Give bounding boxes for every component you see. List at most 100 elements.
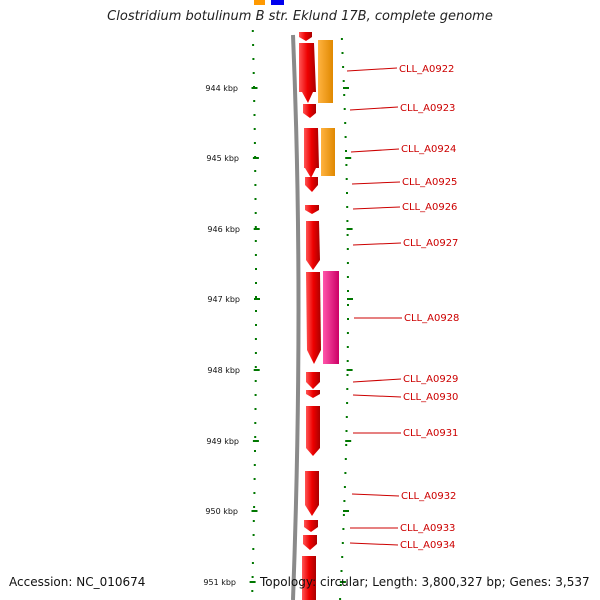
leader-line — [346, 67, 398, 72]
gene-label[interactable]: CLL_A0933 — [400, 523, 455, 534]
gene-leader-lines — [346, 67, 402, 546]
kbp-labels: 944 kbp 945 kbp 946 kbp 947 kbp 948 kbp … — [203, 84, 240, 587]
minor-tick — [343, 94, 346, 96]
cds-arrow — [304, 520, 318, 532]
minor-tick — [253, 492, 256, 494]
cds-arrow — [299, 32, 312, 41]
minor-tick — [254, 436, 257, 438]
genome-backbone — [291, 34, 301, 600]
leader-line — [350, 148, 400, 153]
blue-feature — [271, 0, 284, 5]
major-tick — [346, 228, 353, 230]
leader-line — [349, 106, 399, 111]
minor-tick — [254, 422, 257, 424]
cds-arrow — [306, 272, 321, 364]
major-tick — [254, 298, 260, 300]
minor-tick — [252, 44, 255, 46]
minor-tick — [342, 66, 345, 68]
gene-label[interactable]: CLL_A0931 — [403, 428, 458, 439]
gene-label[interactable]: CLL_A0928 — [404, 313, 459, 324]
major-tick — [251, 87, 258, 89]
magenta-feature — [323, 271, 339, 364]
minor-tick — [347, 318, 349, 320]
minor-tick — [344, 472, 347, 474]
minor-tick — [254, 408, 257, 410]
minor-tick — [346, 276, 349, 278]
gene-label[interactable]: CLL_A0927 — [403, 238, 458, 249]
minor-tick — [251, 562, 254, 564]
gene-label[interactable]: CLL_A0922 — [399, 64, 454, 75]
major-tick — [343, 510, 349, 512]
major-tick — [347, 298, 353, 300]
minor-tick — [253, 506, 256, 508]
minor-tick — [342, 528, 345, 530]
cds-arrow — [305, 471, 319, 516]
minor-tick — [251, 30, 254, 32]
gene-label[interactable]: CLL_A0934 — [400, 540, 455, 551]
minor-tick — [252, 72, 255, 74]
major-tick — [251, 510, 258, 512]
minor-tick — [341, 52, 344, 54]
minor-tick — [254, 254, 257, 256]
cds-arrow — [303, 535, 317, 550]
gene-label[interactable]: CLL_A0924 — [401, 144, 456, 155]
minor-tick — [254, 198, 257, 200]
leader-line — [352, 206, 401, 210]
minor-tick — [254, 366, 257, 368]
gene-labels: CLL_A0922 CLL_A0923 CLL_A0924 CLL_A0925 … — [399, 64, 459, 551]
minor-tick — [346, 206, 349, 208]
minor-tick — [254, 170, 257, 172]
minor-tick — [251, 576, 254, 578]
kbp-label: 945 kbp — [206, 154, 239, 163]
minor-tick — [340, 570, 343, 572]
minor-tick — [254, 226, 257, 228]
leader-line — [349, 542, 399, 546]
kbp-label: 946 kbp — [207, 225, 240, 234]
minor-tick — [343, 486, 346, 488]
minor-tick — [346, 346, 349, 348]
cds-arrow — [305, 205, 319, 214]
minor-tick — [347, 290, 349, 292]
minor-tick — [252, 520, 255, 522]
minor-tick — [346, 374, 349, 376]
cds-arrow — [299, 43, 316, 103]
cds-arrow — [305, 177, 318, 192]
minor-tick — [254, 394, 257, 396]
leader-line — [351, 181, 401, 185]
minor-tick — [339, 598, 342, 600]
gene-label[interactable]: CLL_A0923 — [400, 103, 455, 114]
gene-label[interactable]: CLL_A0930 — [403, 392, 458, 403]
major-tick — [252, 440, 259, 442]
minor-tick — [253, 142, 256, 144]
minor-tick — [255, 282, 257, 284]
minor-tick — [255, 268, 257, 270]
orange-feature — [321, 128, 335, 176]
major-tick — [252, 157, 259, 159]
major-tick — [253, 228, 260, 230]
gene-label[interactable]: CLL_A0925 — [402, 177, 457, 188]
minor-tick — [254, 240, 257, 242]
cds-arrow — [306, 221, 320, 270]
minor-tick — [346, 402, 349, 404]
minor-tick — [254, 212, 257, 214]
minor-tick — [253, 478, 256, 480]
leader-line — [352, 378, 402, 383]
minor-tick — [345, 178, 348, 180]
gene-label[interactable]: CLL_A0926 — [402, 202, 457, 213]
gene-label[interactable]: CLL_A0929 — [403, 374, 458, 385]
minor-tick — [346, 192, 348, 194]
minor-tick — [253, 128, 256, 130]
minor-tick — [253, 100, 256, 102]
major-tick — [346, 369, 353, 371]
minor-tick — [254, 380, 257, 382]
leader-line — [352, 394, 402, 398]
major-tick — [345, 440, 352, 442]
minor-tick — [339, 584, 342, 586]
gene-label[interactable]: CLL_A0932 — [401, 491, 456, 502]
minor-tick — [341, 542, 344, 544]
kbp-label: 947 kbp — [207, 295, 240, 304]
leader-line — [351, 493, 400, 497]
cds-arrow — [306, 390, 320, 398]
